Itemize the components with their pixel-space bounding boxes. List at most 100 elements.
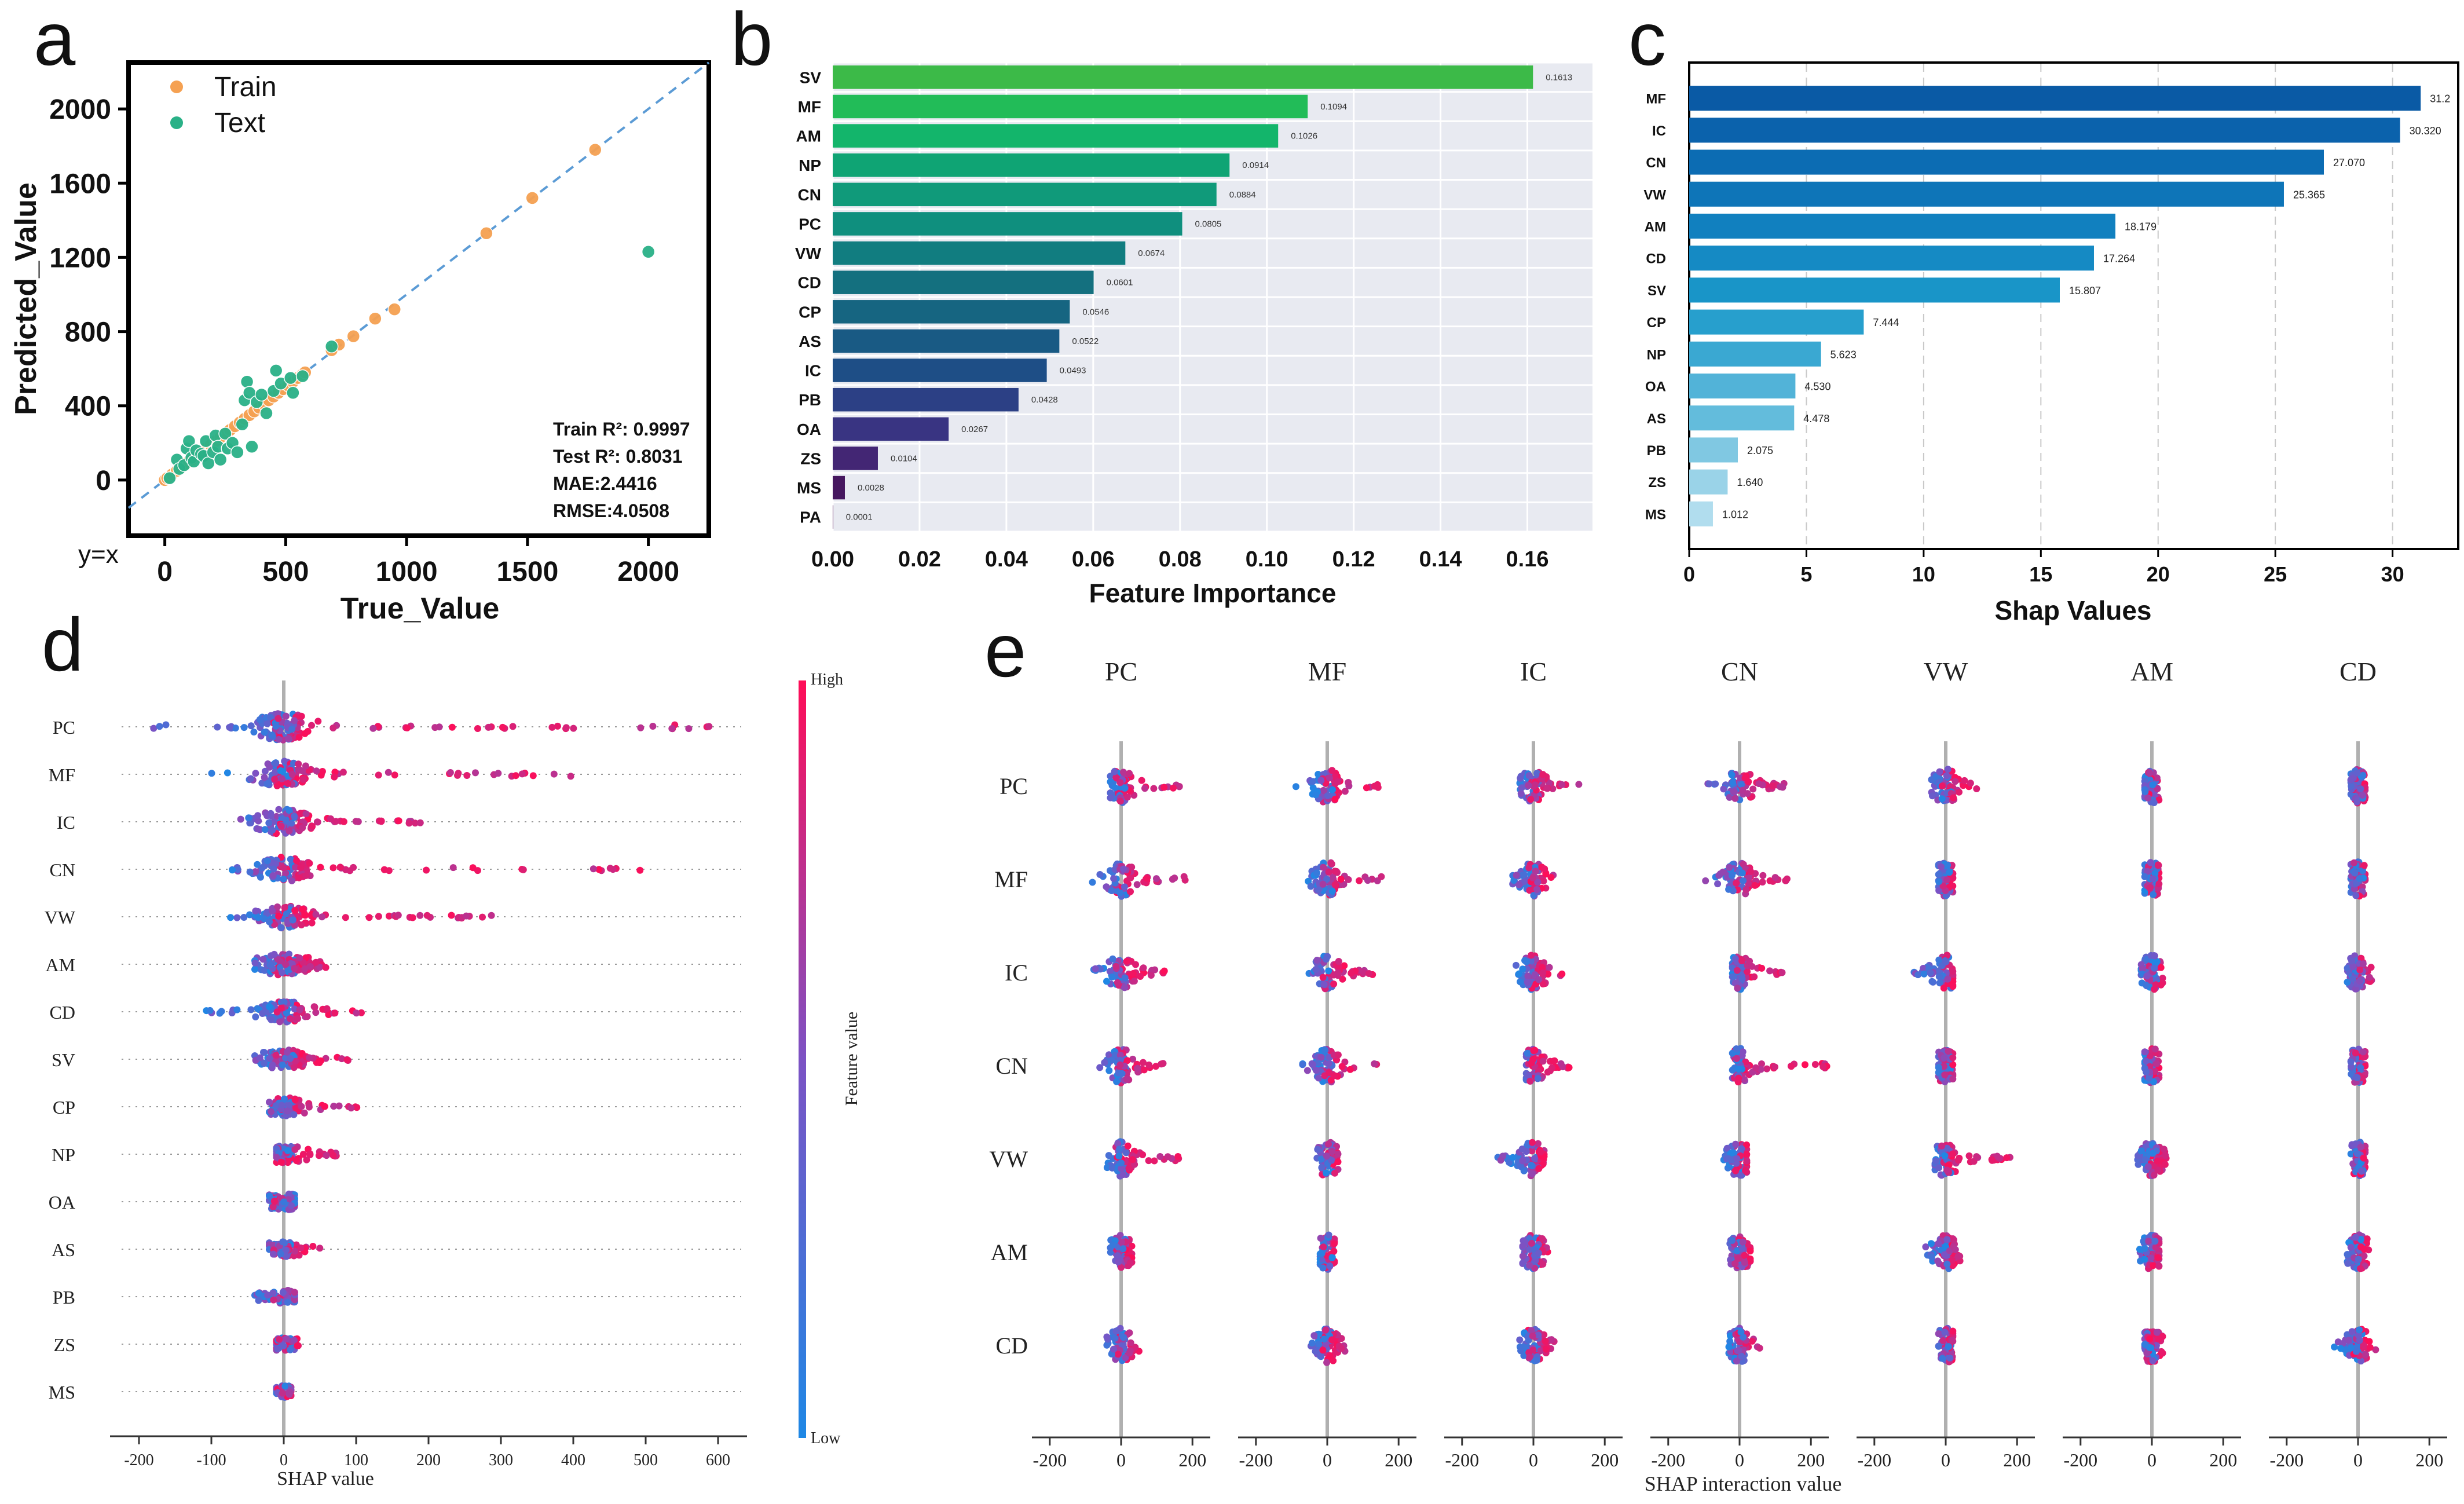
shap-dot <box>2162 1152 2169 1159</box>
shap-dot <box>1127 888 1134 895</box>
feature-label: PB <box>53 1287 75 1308</box>
shap-dot <box>254 812 262 819</box>
test-point <box>182 434 196 448</box>
bar <box>833 124 1279 148</box>
shap-dot <box>1310 1332 1318 1340</box>
shap-dot <box>2154 1157 2161 1165</box>
bar-category-label: MS <box>1645 507 1666 522</box>
shap-dot <box>1112 963 1120 970</box>
shap-dot <box>1732 1167 1740 1174</box>
shap-dot <box>1742 886 1750 894</box>
y-tick-label: 400 <box>65 391 111 422</box>
shap-dot <box>1738 869 1746 877</box>
bar-value-label: 18.179 <box>2125 221 2157 232</box>
x-tick-label: 0.10 <box>1246 547 1288 572</box>
shap-dot <box>2150 952 2158 959</box>
shap-dot <box>279 1389 286 1397</box>
bar-value-label: 1.640 <box>1737 477 1763 488</box>
shap-dot <box>1299 1061 1306 1068</box>
shap-dot <box>1739 1238 1747 1246</box>
shap-dot <box>1973 1153 1980 1161</box>
shap-dot <box>1952 1246 1959 1253</box>
shap-dot <box>1137 973 1144 980</box>
bar <box>833 65 1533 89</box>
shap-dot <box>1323 1359 1331 1366</box>
shap-dot <box>1518 1146 1526 1152</box>
shap-dot <box>264 760 272 767</box>
shap-dot <box>302 762 309 770</box>
shap-dot <box>317 863 324 871</box>
shap-dot <box>1749 785 1757 793</box>
shap-dot <box>519 866 527 873</box>
shap-dot <box>1123 793 1131 801</box>
shap-dot <box>1519 1253 1526 1260</box>
shap-dot <box>423 866 430 874</box>
bar-value-label: 0.0601 <box>1107 278 1133 288</box>
shap-dot <box>1715 872 1723 879</box>
shap-dot <box>463 912 470 920</box>
shap-dot <box>1941 1152 1949 1159</box>
shap-dot <box>375 771 382 779</box>
shap-dot <box>1705 780 1713 788</box>
shap-dot <box>291 1146 299 1153</box>
bar <box>1689 86 2421 111</box>
shap-dot <box>266 1055 273 1062</box>
shap-dot <box>1313 957 1321 964</box>
x-tick-label: 2000 <box>617 557 679 587</box>
shap-dot <box>1307 883 1315 890</box>
shap-dot <box>250 729 258 735</box>
shap-dot <box>1304 1067 1311 1074</box>
shap-dot <box>1529 1170 1536 1177</box>
shap-dot <box>269 1250 277 1258</box>
shap-dot <box>1728 771 1736 779</box>
shap-dot <box>268 1108 275 1115</box>
bar-category-label: PA <box>800 508 821 526</box>
shap-dot <box>1126 770 1133 777</box>
shap-dot <box>570 724 577 732</box>
shap-dot <box>285 807 293 814</box>
train-point <box>368 312 382 325</box>
shap-dot <box>1326 774 1333 782</box>
shap-dot <box>1319 1346 1327 1354</box>
shap-dot <box>1114 979 1121 986</box>
x-tick-label: 400 <box>561 1451 585 1469</box>
shap-dot <box>2353 798 2361 806</box>
shap-dot <box>1326 1262 1334 1269</box>
x-tick-label: -200 <box>2063 1450 2097 1470</box>
shap-dot <box>1733 1055 1740 1062</box>
shap-dot <box>1120 865 1127 873</box>
x-tick-label: 1500 <box>496 557 558 587</box>
shap-dot <box>1532 868 1539 875</box>
x-tick-label: 0.00 <box>811 547 854 572</box>
shap-dot <box>266 1099 273 1106</box>
shap-dot <box>509 723 517 730</box>
shap-dot <box>1108 974 1116 980</box>
shap-dot <box>2160 1146 2168 1153</box>
shap-dot <box>1528 1239 1535 1247</box>
shap-dot <box>1328 1254 1336 1261</box>
shap-dot <box>288 1202 295 1209</box>
shap-dot <box>1973 785 1980 792</box>
shap-dot <box>2145 1238 2152 1245</box>
test-point <box>218 427 232 441</box>
shap-dot <box>1371 1060 1378 1067</box>
shap-dot <box>272 1102 280 1110</box>
shap-dot <box>280 864 287 872</box>
bar <box>1689 437 1738 463</box>
x-tick-label: 200 <box>1797 1450 1825 1470</box>
shap-dot <box>1116 779 1124 786</box>
shap-dot <box>252 1013 259 1020</box>
y-tick-label: 800 <box>65 317 111 348</box>
panel-c-frame <box>1688 61 2459 550</box>
x-tick-label: 0 <box>1116 1450 1126 1470</box>
shap-dot <box>291 1247 299 1255</box>
shap-dot <box>1524 1049 1531 1057</box>
shap-dot <box>1938 782 1946 790</box>
shap-dot <box>234 866 241 873</box>
shap-dot <box>329 1152 337 1159</box>
shap-dot <box>1519 965 1526 973</box>
shap-dot <box>1943 1236 1951 1243</box>
shap-dot <box>1120 1334 1127 1341</box>
x-tick-label: 200 <box>1178 1450 1206 1470</box>
shap-dot <box>2141 1341 2148 1348</box>
